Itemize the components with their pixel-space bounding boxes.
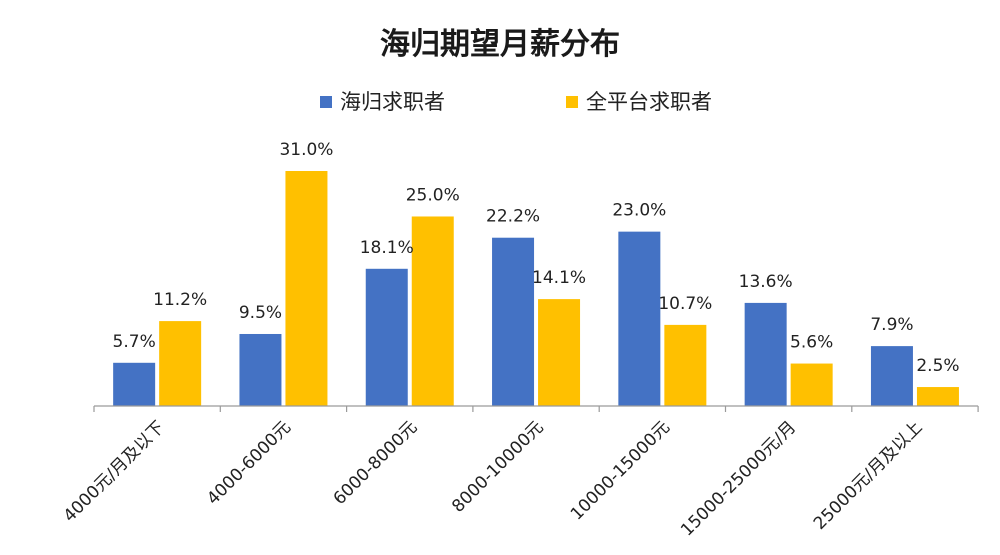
legend-label-0: 海归求职者 (340, 90, 445, 114)
x-tick-label-1: 4000-6000元 (203, 417, 295, 509)
data-label-1-3: 14.1% (532, 268, 586, 288)
legend: 海归求职者 全平台求职者 (320, 90, 712, 114)
bar-platform-2 (411, 216, 454, 406)
data-label-1-2: 25.0% (406, 185, 460, 205)
x-tick-label-3: 8000-10000元 (448, 417, 547, 516)
x-tick-label-0: 4000元/月及以下 (60, 417, 169, 526)
data-label-1-0: 11.2% (153, 290, 207, 310)
data-label-1-6: 2.5% (916, 356, 959, 376)
bar-returnee-1 (239, 333, 282, 406)
bar-platform-0 (159, 321, 202, 406)
x-tick-label-4: 10000-15000元 (567, 417, 674, 524)
data-label-0-5: 13.6% (739, 272, 793, 292)
x-tick-label-2: 6000-8000元 (330, 417, 422, 509)
bar-returnee-0 (113, 362, 156, 406)
bar-platform-3 (538, 299, 581, 406)
data-label-0-3: 22.2% (486, 207, 540, 227)
x-tick-label-6: 25000元/月及以上 (810, 417, 927, 534)
data-label-1-5: 5.6% (790, 333, 833, 353)
data-label-0-6: 7.9% (870, 315, 913, 335)
data-label-0-2: 18.1% (360, 238, 414, 258)
legend-swatch-1 (566, 96, 578, 108)
data-label-1-4: 10.7% (658, 294, 712, 314)
data-label-0-0: 5.7% (113, 332, 156, 352)
x-axis: 4000元/月及以下 4000-6000元 6000-8000元 8000-10000… (60, 405, 979, 540)
bars (113, 171, 959, 406)
bar-returnee-5 (744, 302, 787, 406)
data-labels: 5.7% 11.2% 9.5% 31.0% 18.1% 25.0% 22.2% 14.1% 23… (113, 140, 960, 376)
bar-platform-4 (664, 324, 707, 406)
chart-title: 海归期望月薪分布 (380, 27, 620, 62)
data-label-1-1: 31.0% (279, 140, 333, 160)
bar-returnee-4 (618, 231, 661, 406)
bar-platform-5 (790, 363, 833, 406)
legend-swatch-0 (320, 96, 332, 108)
legend-label-1: 全平台求职者 (586, 90, 712, 114)
x-tick-label-5: 15000-25000元/月 (677, 417, 800, 540)
bar-platform-6 (916, 387, 959, 406)
data-label-0-1: 9.5% (239, 303, 282, 323)
bar-returnee-3 (492, 237, 535, 406)
data-label-0-4: 23.0% (612, 201, 666, 221)
bar-returnee-2 (365, 268, 408, 406)
bar-returnee-6 (870, 346, 913, 406)
bar-platform-1 (285, 171, 328, 406)
